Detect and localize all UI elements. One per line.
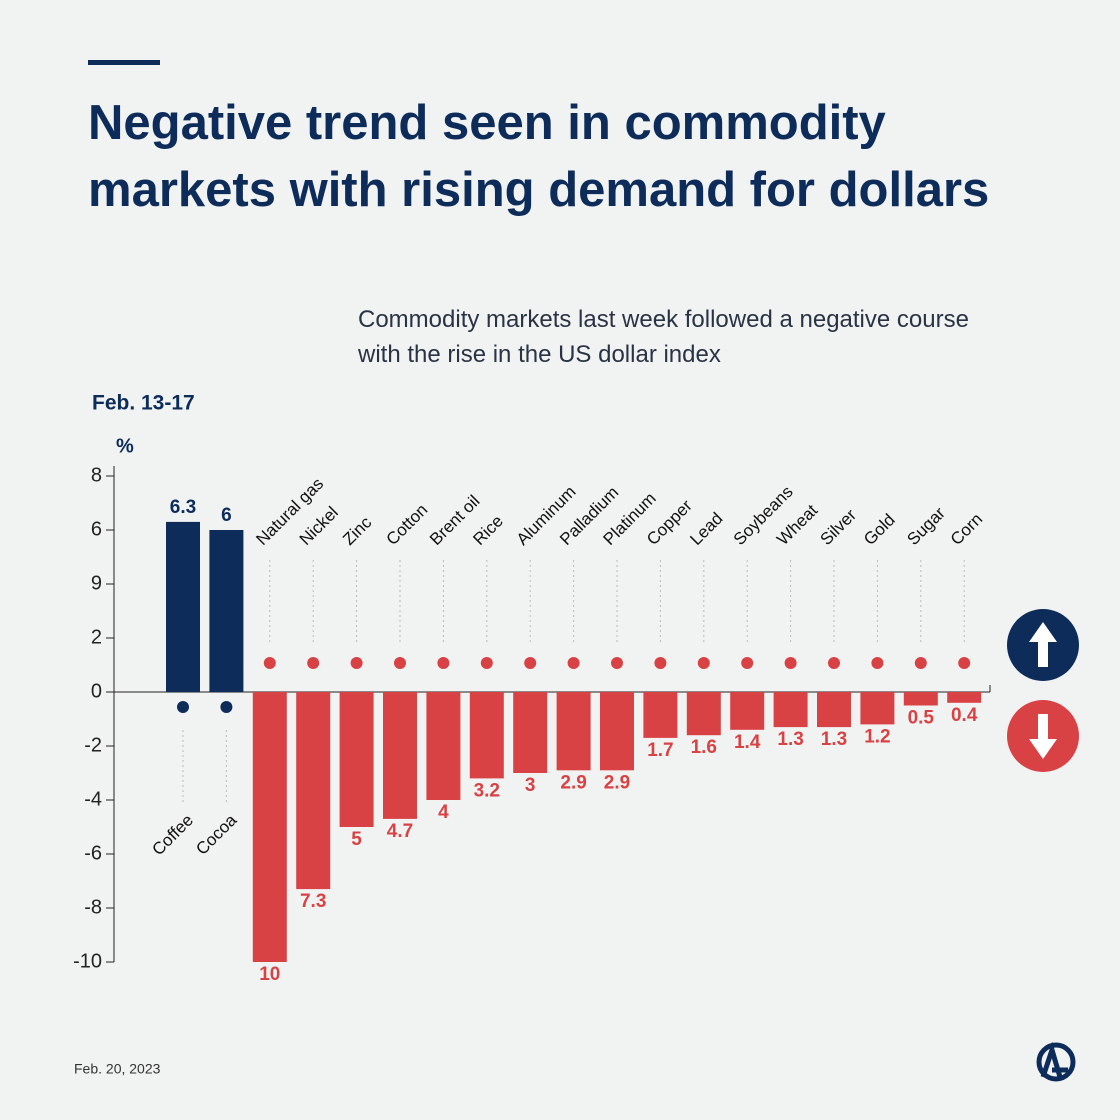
category-label: Gold bbox=[860, 510, 899, 549]
y-tick-label: -4 bbox=[84, 788, 102, 810]
category-label: Rice bbox=[469, 512, 506, 549]
value-label: 5 bbox=[351, 829, 362, 850]
bar bbox=[383, 692, 417, 819]
category-label: Zinc bbox=[339, 513, 375, 549]
bar bbox=[166, 521, 200, 692]
down-indicator bbox=[1007, 700, 1079, 772]
bar bbox=[903, 692, 938, 706]
bar bbox=[686, 692, 721, 736]
bar bbox=[773, 692, 808, 728]
value-label: 1.4 bbox=[734, 732, 761, 753]
category-label: Coffee bbox=[148, 811, 197, 860]
y-tick-label: -2 bbox=[84, 734, 102, 756]
value-label: 4.7 bbox=[387, 821, 413, 842]
title: Negative trend seen in commodity markets… bbox=[88, 96, 990, 217]
icon bbox=[871, 657, 884, 669]
icon bbox=[654, 657, 667, 669]
icon bbox=[914, 657, 927, 669]
icon bbox=[220, 701, 233, 713]
icon bbox=[784, 657, 797, 669]
value-label: 1.6 bbox=[691, 737, 717, 758]
up-indicator bbox=[1007, 609, 1079, 681]
category-label: Cotton bbox=[383, 500, 432, 549]
icon bbox=[828, 657, 840, 669]
category-label: Sugar bbox=[903, 503, 949, 549]
icon bbox=[567, 657, 580, 669]
value-label: 6 bbox=[221, 505, 232, 526]
y-tick-label: -8 bbox=[84, 896, 102, 918]
bar bbox=[600, 692, 634, 771]
y-axis-label: % bbox=[116, 435, 134, 457]
bar bbox=[209, 530, 244, 692]
value-label: 2.9 bbox=[560, 772, 586, 793]
value-label: 2.9 bbox=[604, 772, 630, 793]
icon bbox=[958, 657, 971, 669]
value-label: 0.5 bbox=[908, 708, 935, 729]
icon bbox=[307, 657, 320, 669]
subtitle: Commodity markets last week followed a n… bbox=[358, 306, 969, 368]
icon bbox=[480, 657, 493, 669]
category-label: Lead bbox=[686, 509, 726, 549]
icon bbox=[350, 657, 363, 669]
accent-bar bbox=[88, 60, 160, 65]
y-tick-label: 2 bbox=[91, 626, 102, 648]
category-label: Cocoa bbox=[192, 810, 241, 859]
y-tick-label: 0 bbox=[91, 680, 102, 702]
bar bbox=[513, 692, 548, 773]
value-label: 4 bbox=[438, 802, 449, 823]
value-label: 0.4 bbox=[951, 705, 978, 726]
category-label: Silver bbox=[817, 505, 861, 549]
value-label: 3 bbox=[525, 775, 536, 796]
bar bbox=[817, 692, 851, 728]
date: Feb. 20, 2023 bbox=[74, 1061, 161, 1077]
bar bbox=[556, 692, 591, 771]
icon bbox=[263, 657, 276, 669]
icon bbox=[611, 657, 623, 669]
bar bbox=[643, 692, 678, 738]
y-tick-label: 8 bbox=[91, 464, 102, 486]
value-label: 1.3 bbox=[777, 729, 803, 750]
period: Feb. 13-17 bbox=[92, 392, 195, 415]
bar bbox=[730, 692, 765, 730]
icon bbox=[697, 657, 710, 669]
category-label: Corn bbox=[947, 510, 986, 549]
bar bbox=[860, 692, 895, 725]
value-label: 10 bbox=[259, 964, 280, 985]
value-label: 6.3 bbox=[170, 497, 196, 518]
icon bbox=[437, 657, 450, 669]
bar bbox=[339, 692, 374, 827]
value-label: 3.2 bbox=[474, 780, 500, 801]
logo bbox=[1036, 1041, 1076, 1082]
value-label: 7.3 bbox=[300, 891, 326, 912]
y-tick-label: -10 bbox=[73, 950, 102, 972]
icon bbox=[394, 657, 406, 669]
bar bbox=[252, 692, 287, 962]
icon bbox=[524, 657, 537, 669]
value-label: 1.7 bbox=[647, 740, 673, 761]
bar bbox=[469, 692, 504, 779]
bar bbox=[426, 692, 461, 800]
y-tick-label: -6 bbox=[84, 842, 102, 864]
bar bbox=[947, 692, 982, 703]
y-tick-label: 6 bbox=[91, 518, 102, 540]
value-label: 1.3 bbox=[821, 729, 847, 750]
icon bbox=[177, 701, 189, 713]
bar bbox=[296, 692, 331, 890]
icon bbox=[741, 657, 754, 669]
y-tick-label: 9 bbox=[91, 572, 102, 594]
value-label: 1.2 bbox=[864, 726, 890, 747]
